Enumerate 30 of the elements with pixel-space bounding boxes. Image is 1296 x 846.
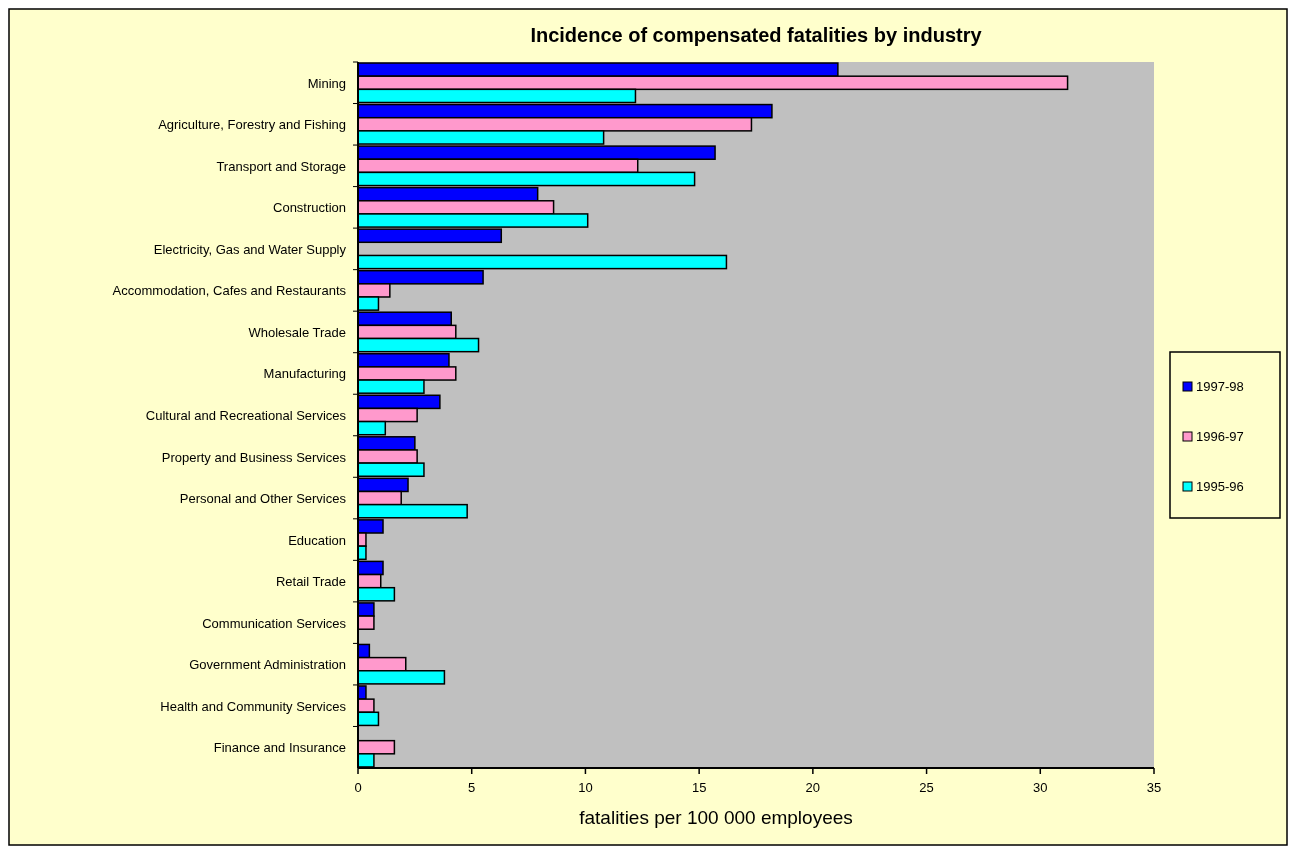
y-tick-label: Wholesale Trade <box>248 324 346 340</box>
y-tick-label: Government Administration <box>189 657 346 673</box>
y-tick-label: Transport and Storage <box>216 158 346 174</box>
x-tick-label: 15 <box>691 780 707 795</box>
x-tick-label: 30 <box>1033 780 1048 795</box>
y-tick-label: Accommodation, Cafes and Restaurants <box>112 283 347 299</box>
y-tick-label: Manufacturing <box>263 366 346 382</box>
y-tick-label: Education <box>288 532 346 548</box>
x-axis-title: fatalities per 100 000 employees <box>579 807 853 828</box>
legend-label: 1997-98 <box>1196 379 1244 394</box>
y-tick-label: Agriculture, Forestry and Fishing <box>158 117 346 133</box>
x-tick-label: 20 <box>805 780 821 795</box>
y-tick-label: Construction <box>273 200 346 216</box>
chart-title: Incidence of compensated fatalities by industry <box>530 24 983 46</box>
y-tick-label: Cultural and Recreational Services <box>145 408 347 423</box>
y-tick-label: Mining <box>307 75 346 91</box>
x-tick-label: 10 <box>578 780 593 795</box>
y-tick-label: Retail Trade <box>275 574 346 590</box>
legend-label: 1995-96 <box>1196 479 1244 494</box>
x-tick-label: 0 <box>354 780 362 795</box>
y-tick-label: Finance and Insurance <box>213 740 346 756</box>
x-tick-label: 5 <box>468 780 476 795</box>
x-tick-label: 35 <box>1146 780 1162 795</box>
y-tick-label: Communication Services <box>202 615 347 631</box>
y-tick-label: Property and Business Services <box>161 449 347 465</box>
x-tick-label: 25 <box>919 780 934 795</box>
y-tick-label: Personal and Other Services <box>179 491 347 507</box>
y-tick-label: Health and Community Services <box>160 698 347 714</box>
legend-label: 1996-97 <box>1196 429 1244 444</box>
y-tick-label: Electricity, Gas and Water Supply <box>153 241 347 257</box>
